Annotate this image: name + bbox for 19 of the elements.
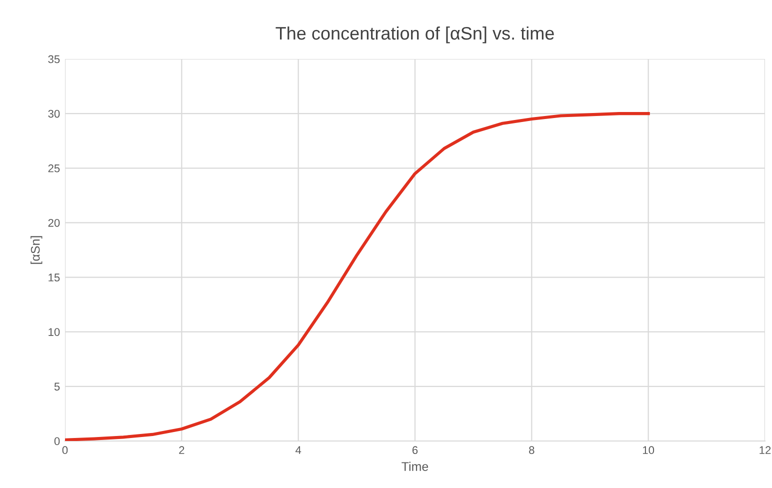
y-tick-label: 35	[48, 55, 60, 64]
x-tick-label: 6	[412, 446, 418, 454]
x-tick-label: 12	[760, 446, 771, 454]
chart-title: The concentration of [αSn] vs. time	[276, 26, 554, 44]
y-tick-label: 30	[48, 110, 60, 118]
x-tick-label: 10	[643, 446, 654, 454]
y-tick-label: 10	[48, 328, 60, 336]
y-tick-label: 5	[54, 382, 60, 391]
y-tick-label: 20	[48, 218, 60, 227]
x-tick-label: 8	[529, 446, 534, 454]
x-tick-label: 4	[296, 446, 302, 454]
line-series	[65, 112, 650, 441]
x-axis-title: Time	[402, 462, 428, 471]
x-tick-label: 2	[179, 446, 184, 454]
y-tick-label: 15	[48, 274, 60, 282]
y-tick-label: 25	[48, 164, 60, 172]
y-axis-title: [αSn]	[30, 236, 42, 264]
x-tick-label: 0	[62, 446, 68, 454]
y-tick-label: 0	[54, 437, 60, 446]
